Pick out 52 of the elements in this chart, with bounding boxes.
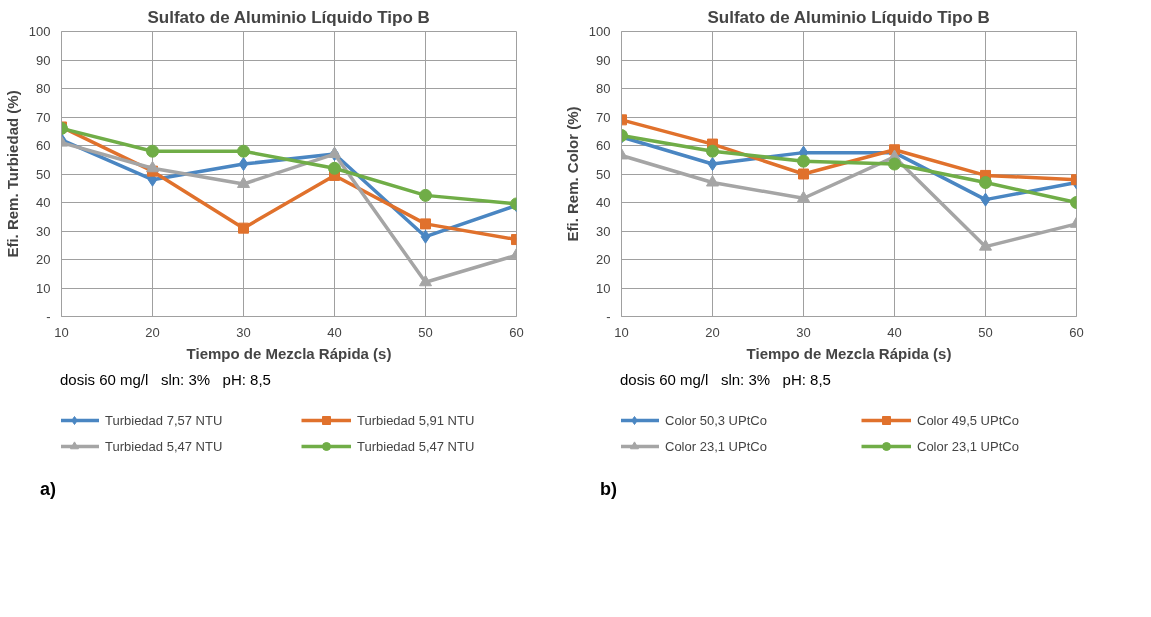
chart-title: Sulfato de Aluminio Líquido Tipo B <box>147 7 430 27</box>
x-tick-label: 40 <box>887 324 902 340</box>
y-tick-label: 30 <box>596 223 611 239</box>
y-tick-label: - <box>46 309 51 324</box>
y-tick-label: 40 <box>596 195 611 210</box>
y-tick-label: 90 <box>596 52 611 68</box>
y-axis-title: Efi. Rem. Color (%) <box>563 106 581 242</box>
chart-title: Sulfato de Aluminio Líquido Tipo B <box>707 7 990 27</box>
y-tick-label: 20 <box>36 252 51 267</box>
text: dosis 60 mg/l sln: 3% pH: 8,5 <box>620 370 831 390</box>
y-tick-label: 20 <box>596 252 611 267</box>
x-tick-label: 40 <box>327 324 342 340</box>
y-tick-label: 10 <box>36 280 51 296</box>
y-tick-label: 30 <box>36 223 51 239</box>
y-tick-label: 100 <box>28 24 51 39</box>
y-tick-label: - <box>606 309 611 324</box>
y-tick-label: 80 <box>596 81 611 96</box>
legend-label: Turbiedad 7,57 NTU <box>105 412 224 428</box>
y-tick-label: 40 <box>36 195 51 210</box>
y-tick-label: 10 <box>596 280 611 296</box>
x-tick-label: 50 <box>418 324 433 340</box>
legend-label: Color 23,1 UPtCo <box>665 438 768 454</box>
x-axis-title: Tiempo de Mezcla Rápida (s) <box>746 344 952 362</box>
y-tick-label: 60 <box>36 138 51 153</box>
text: b) <box>600 478 617 501</box>
y-axis-title: Efi. Rem. Turbiedad (%) <box>3 90 21 258</box>
text: dosis 60 mg/l sln: 3% pH: 8,5 <box>60 370 271 390</box>
text: a) <box>40 478 57 501</box>
x-tick-label: 20 <box>705 324 720 340</box>
x-tick-label: 50 <box>978 324 993 340</box>
y-tick-label: 100 <box>588 24 611 39</box>
legend-label: Turbiedad 5,47 NTU <box>105 438 224 454</box>
x-tick-label: 10 <box>54 324 69 340</box>
y-tick-label: 70 <box>596 109 611 125</box>
x-tick-label: 20 <box>145 324 160 340</box>
y-tick-label: 50 <box>596 166 611 182</box>
legend-label: Turbiedad 5,47 NTU <box>357 438 476 454</box>
legend-label: Color 50,3 UPtCo <box>665 412 768 428</box>
y-tick-label: 50 <box>36 166 51 182</box>
x-tick-label: 60 <box>1069 324 1084 340</box>
x-tick-label: 30 <box>236 324 251 340</box>
legend-label: Turbiedad 5,91 NTU <box>357 412 476 428</box>
legend-label: Color 23,1 UPtCo <box>917 438 1020 454</box>
x-tick-label: 10 <box>614 324 629 340</box>
y-tick-label: 80 <box>36 81 51 96</box>
y-tick-label: 70 <box>36 109 51 125</box>
y-tick-label: 90 <box>36 52 51 68</box>
x-tick-label: 60 <box>509 324 524 340</box>
x-axis-title: Tiempo de Mezcla Rápida (s) <box>186 344 392 362</box>
y-tick-label: 60 <box>596 138 611 153</box>
legend-label: Color 49,5 UPtCo <box>917 412 1020 428</box>
x-tick-label: 30 <box>796 324 811 340</box>
